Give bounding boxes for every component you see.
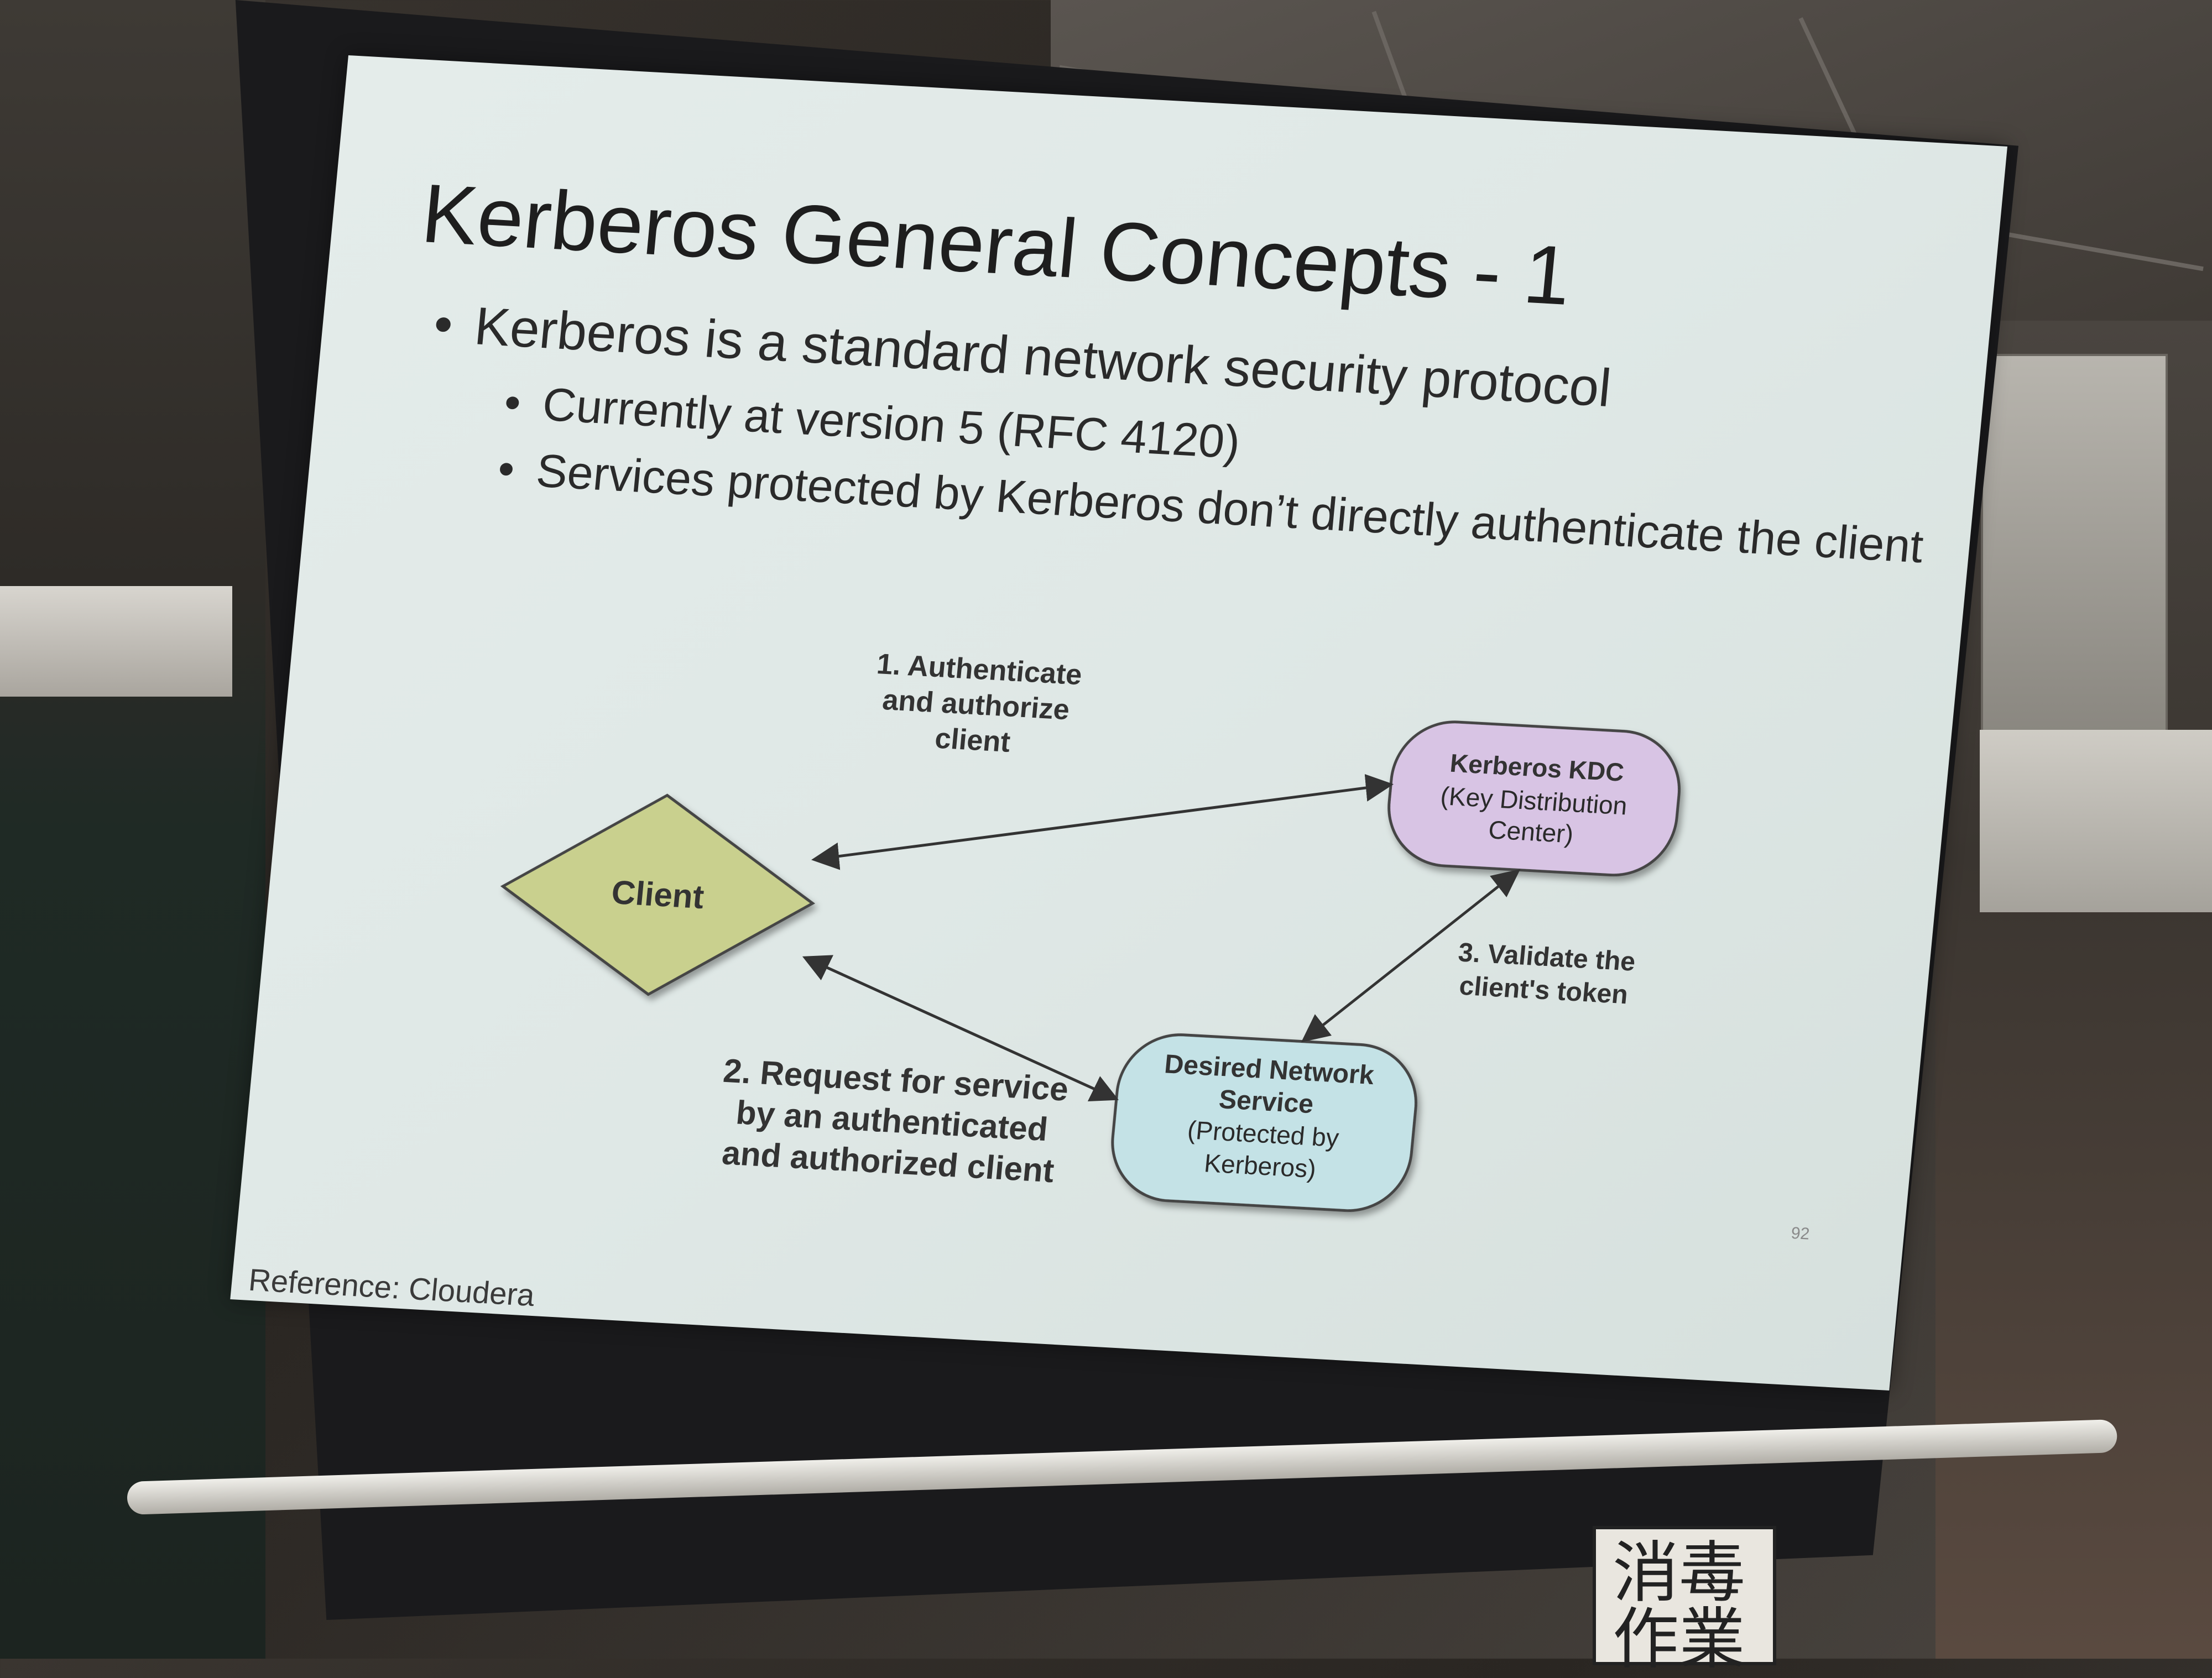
step3-line1: 3. Validate the — [1457, 937, 1637, 976]
service-node — [1111, 1033, 1417, 1212]
client-label: Client — [610, 874, 706, 916]
reference-footer: Reference: Cloudera — [247, 1262, 536, 1313]
electrical-panel — [1980, 730, 2212, 912]
arrow-client-kdc — [811, 774, 1394, 870]
slide-title: Kerberos General Concepts - 1 — [418, 166, 1575, 322]
client-node — [500, 793, 816, 996]
poster-text: 消毒作業 — [1613, 1535, 1745, 1678]
bullet-dot-icon: • — [431, 294, 456, 354]
left-wall — [0, 0, 265, 1659]
wall-poster: 消毒作業 — [1593, 1526, 1776, 1673]
arrow-kdc-service — [1301, 869, 1521, 1043]
bullet-dot-icon: • — [495, 442, 517, 495]
kerberos-diagram: Client Kerberos KDC (Key Distribution Ce… — [500, 648, 1681, 1212]
service-label-line4: Kerberos) — [1203, 1148, 1317, 1183]
step1-line2: and authorize — [881, 684, 1071, 726]
bullet-dot-icon: • — [502, 375, 524, 429]
kdc-label-line3: Center) — [1487, 815, 1574, 848]
service-label-line2: Service — [1218, 1084, 1315, 1119]
page-number: 92 — [1790, 1224, 1811, 1243]
wall-cabinet — [1981, 354, 2168, 734]
wall-ledge — [0, 586, 232, 697]
step3-line2: client's token — [1458, 971, 1630, 1010]
arrow-client-service — [802, 955, 1119, 1102]
step1-line3: client — [933, 723, 1011, 759]
projected-slide: Kerberos General Concepts - 1 • Kerberos … — [230, 55, 2007, 1391]
